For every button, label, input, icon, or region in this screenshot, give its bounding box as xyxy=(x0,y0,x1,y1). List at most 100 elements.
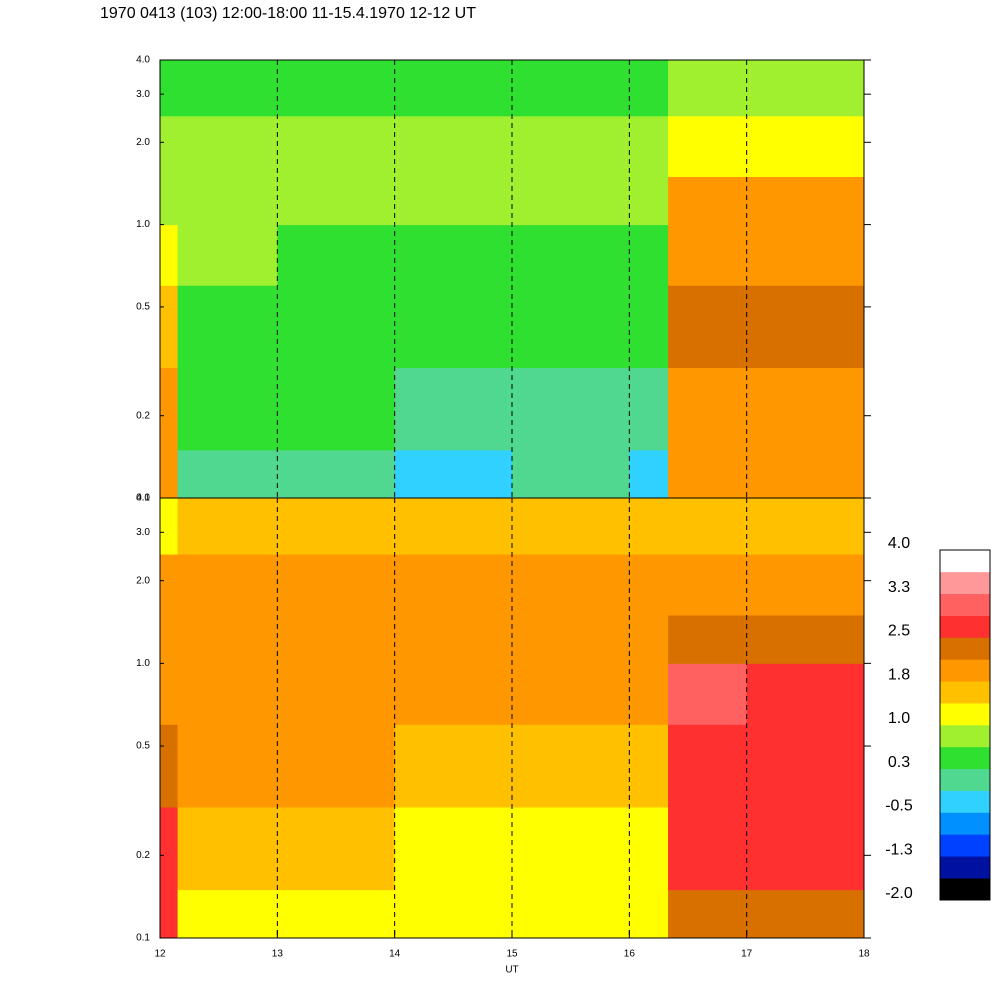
cell xyxy=(160,115,179,177)
colorbar-tick-label: 4.0 xyxy=(888,535,910,552)
cell xyxy=(629,554,669,616)
color-band xyxy=(940,703,990,726)
cell xyxy=(668,724,748,808)
cell xyxy=(746,60,865,117)
cell xyxy=(277,285,396,369)
colorbar-tick-label: 2.5 xyxy=(888,623,910,640)
cell xyxy=(668,806,748,891)
cell xyxy=(668,367,748,451)
cell xyxy=(512,449,630,499)
cell xyxy=(668,115,748,177)
cell xyxy=(746,889,865,939)
cell xyxy=(668,176,748,226)
colorbar-tick-label: -0.5 xyxy=(885,798,913,815)
cell xyxy=(629,60,669,117)
x-tick-label: 16 xyxy=(624,949,636,960)
y-tick-label: 0.5 xyxy=(136,302,150,313)
cell xyxy=(177,498,278,555)
cell xyxy=(177,367,278,451)
cell xyxy=(629,285,669,369)
cell xyxy=(277,806,396,891)
cell xyxy=(277,554,396,616)
cell xyxy=(394,60,513,117)
cell xyxy=(512,115,630,177)
cell xyxy=(512,176,630,226)
cell xyxy=(177,614,278,664)
cell xyxy=(160,889,179,939)
cell xyxy=(160,806,179,891)
cell xyxy=(629,806,669,891)
color-band xyxy=(940,681,990,704)
cell xyxy=(746,285,865,369)
x-tick-label: 17 xyxy=(741,949,753,960)
cell xyxy=(177,889,278,939)
cell xyxy=(177,115,278,177)
y-tick-label: 0.1 xyxy=(136,493,150,504)
color-band xyxy=(940,790,990,813)
cell xyxy=(746,367,865,451)
color-band xyxy=(940,593,990,616)
cell xyxy=(512,224,630,286)
cell xyxy=(177,806,278,891)
color-band xyxy=(940,746,990,770)
cell xyxy=(746,724,865,808)
cell xyxy=(512,60,630,117)
cell xyxy=(394,889,513,939)
cell xyxy=(746,449,865,499)
cell xyxy=(668,554,748,616)
cell xyxy=(668,614,748,664)
cell xyxy=(160,724,179,808)
cell xyxy=(629,115,669,177)
cell xyxy=(160,449,179,499)
cell xyxy=(160,498,179,555)
cell xyxy=(629,663,669,725)
cell xyxy=(277,614,396,664)
y-tick-label: 4.0 xyxy=(136,55,150,66)
colorbar-tick-label: 1.8 xyxy=(888,666,910,683)
cell xyxy=(277,60,396,117)
cell xyxy=(668,224,748,286)
frame xyxy=(159,497,865,939)
cell xyxy=(512,285,630,369)
cell xyxy=(394,367,513,451)
cell xyxy=(277,889,396,939)
cell xyxy=(394,614,513,664)
y-tick-label: 0.1 xyxy=(136,933,150,944)
x-tick-label: 15 xyxy=(506,949,518,960)
color-band xyxy=(940,834,990,857)
cell xyxy=(512,889,630,939)
cell xyxy=(394,285,513,369)
color-band xyxy=(940,768,990,791)
cell xyxy=(160,176,179,226)
colorbar-tick-label: 1.0 xyxy=(888,710,910,727)
colorbar-tick-label: -2.0 xyxy=(885,885,913,902)
cell xyxy=(629,889,669,939)
x-tick-label: 12 xyxy=(154,949,166,960)
cell xyxy=(277,367,396,451)
cell xyxy=(512,663,630,725)
color-band xyxy=(940,878,990,901)
chart-title: 1970 0413 (103) 12:00-18:00 11-15.4.1970… xyxy=(100,5,476,22)
cell xyxy=(512,554,630,616)
cell xyxy=(512,724,630,808)
colorbar-tick-label: 0.3 xyxy=(888,754,910,771)
cell xyxy=(746,554,865,616)
cell xyxy=(746,806,865,891)
cell xyxy=(277,724,396,808)
x-axis-label: UT xyxy=(505,965,518,976)
color-band xyxy=(940,615,990,638)
cell xyxy=(746,614,865,664)
cell xyxy=(177,60,278,117)
cell xyxy=(177,663,278,725)
cell xyxy=(177,554,278,616)
color-band xyxy=(940,571,990,595)
cell xyxy=(277,176,396,226)
cell xyxy=(177,224,278,286)
cell xyxy=(512,367,630,451)
color-band xyxy=(940,856,990,879)
x-tick-label: 18 xyxy=(858,949,870,960)
cell xyxy=(629,449,669,499)
cell xyxy=(160,224,179,286)
cell xyxy=(160,367,179,451)
